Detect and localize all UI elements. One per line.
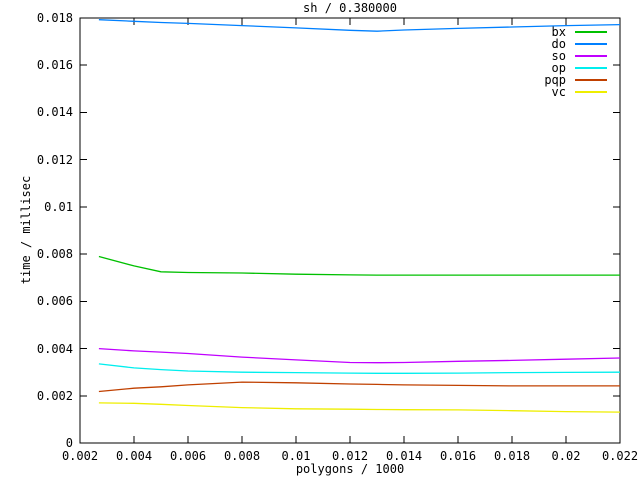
x-tick-label: 0.008 <box>223 449 261 463</box>
y-tick-label: 0.01 <box>44 199 73 214</box>
legend: bx do so op pqp vc <box>544 26 607 98</box>
x-tick-label: 0.012 <box>331 449 369 463</box>
legend-swatch <box>575 55 607 57</box>
legend-item-vc: vc <box>544 86 607 98</box>
y-tick-label: 0.004 <box>36 341 73 356</box>
legend-label: pqp <box>544 73 566 87</box>
legend-item-so: so <box>544 50 607 62</box>
legend-swatch <box>575 91 607 93</box>
legend-swatch <box>575 79 607 81</box>
y-tick-label: 0.012 <box>36 152 73 167</box>
series-line-bx <box>98 255 620 276</box>
series-line-do <box>98 19 621 32</box>
legend-swatch <box>575 31 607 33</box>
x-tick-label: 0.02 <box>551 449 581 463</box>
legend-label: bx <box>551 25 566 39</box>
legend-swatch <box>575 67 607 69</box>
y-tick-label: 0.016 <box>36 58 73 73</box>
x-tick-label: 0.022 <box>601 449 639 463</box>
x-tick-label: 0.018 <box>493 449 531 463</box>
legend-item-do: do <box>544 38 607 50</box>
x-axis-label: polygons / 1000 <box>295 462 405 476</box>
legend-label: op <box>551 61 566 75</box>
y-tick-label: 0.014 <box>36 105 73 120</box>
x-tick-label: 0.002 <box>61 449 99 463</box>
y-tick-label: 0.008 <box>36 247 73 262</box>
legend-item-pqp: pqp <box>544 74 607 86</box>
series-line-vc <box>98 402 621 413</box>
legend-label: vc <box>551 85 566 99</box>
x-tick-label: 0.016 <box>439 449 477 463</box>
y-tick-label: 0.018 <box>36 11 73 25</box>
legend-item-bx: bx <box>544 26 607 38</box>
x-tick-label: 0.014 <box>385 449 423 463</box>
series-line-so <box>98 347 621 364</box>
legend-label: so <box>551 49 566 63</box>
series-line-pqp <box>98 381 620 393</box>
plot-border <box>79 17 621 444</box>
y-tick-label: 0.002 <box>36 388 73 403</box>
legend-item-op: op <box>544 62 607 74</box>
y-tick-label: 0.006 <box>36 294 73 309</box>
x-tick-label: 0.004 <box>115 449 153 463</box>
x-tick-label: 0.01 <box>281 449 311 463</box>
legend-swatch <box>575 43 607 45</box>
y-tick-label: 0 <box>65 436 73 450</box>
legend-label: do <box>551 37 566 51</box>
series-line-op <box>98 363 621 374</box>
chart-title: sh / 0.380000 <box>303 1 397 15</box>
x-tick-label: 0.006 <box>169 449 207 463</box>
